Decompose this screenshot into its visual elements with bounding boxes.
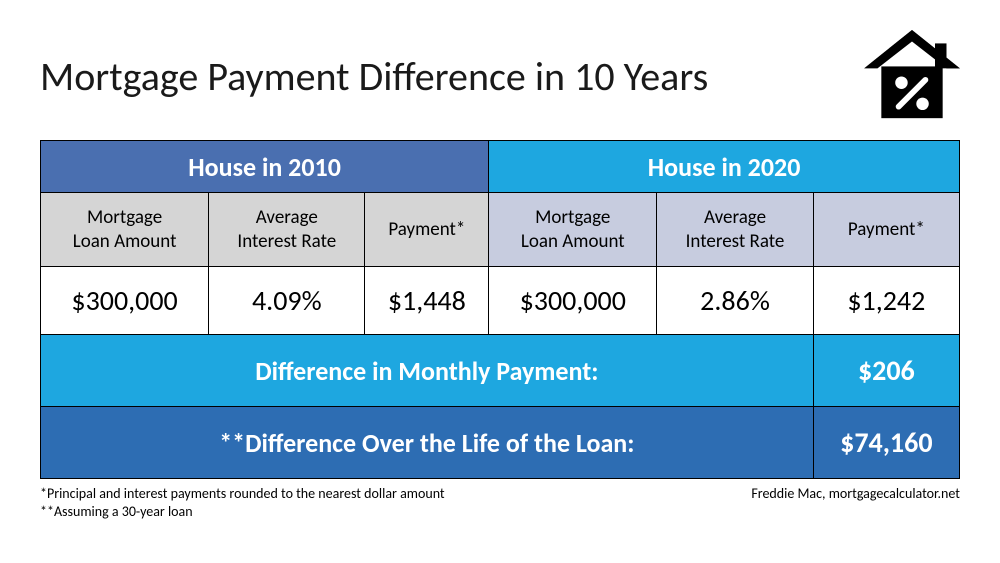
footnote-1: *Principal and interest payments rounded…	[40, 485, 445, 503]
footnote-2: **Assuming a 30-year loan	[40, 503, 445, 521]
col-payment-2020: Payment*	[813, 193, 959, 267]
col-rate-2020: AverageInterest Rate	[657, 193, 813, 267]
page-title: Mortgage Payment Difference in 10 Years	[40, 52, 708, 101]
group-header-2010: House in 2010	[41, 141, 489, 193]
house-percent-icon	[864, 30, 960, 122]
life-diff-value: $74,160	[813, 407, 959, 479]
col-rate-2010: AverageInterest Rate	[209, 193, 365, 267]
life-diff-label: **Difference Over the Life of the Loan:	[41, 407, 814, 479]
monthly-diff-label: Difference in Monthly Payment:	[41, 335, 814, 407]
val-payment-2010: $1,448	[365, 267, 489, 335]
val-payment-2020: $1,242	[813, 267, 959, 335]
val-rate-2020: 2.86%	[657, 267, 813, 335]
footnotes: *Principal and interest payments rounded…	[40, 485, 960, 521]
col-payment-2010: Payment*	[365, 193, 489, 267]
col-loan-2020: MortgageLoan Amount	[489, 193, 657, 267]
monthly-diff-value: $206	[813, 335, 959, 407]
val-loan-2010: $300,000	[41, 267, 209, 335]
col-loan-2010: MortgageLoan Amount	[41, 193, 209, 267]
group-header-2020: House in 2020	[489, 141, 960, 193]
val-rate-2010: 4.09%	[209, 267, 365, 335]
mortgage-table: House in 2010 House in 2020 MortgageLoan…	[40, 140, 960, 479]
val-loan-2020: $300,000	[489, 267, 657, 335]
source-attribution: Freddie Mac, mortgagecalculator.net	[751, 485, 960, 502]
